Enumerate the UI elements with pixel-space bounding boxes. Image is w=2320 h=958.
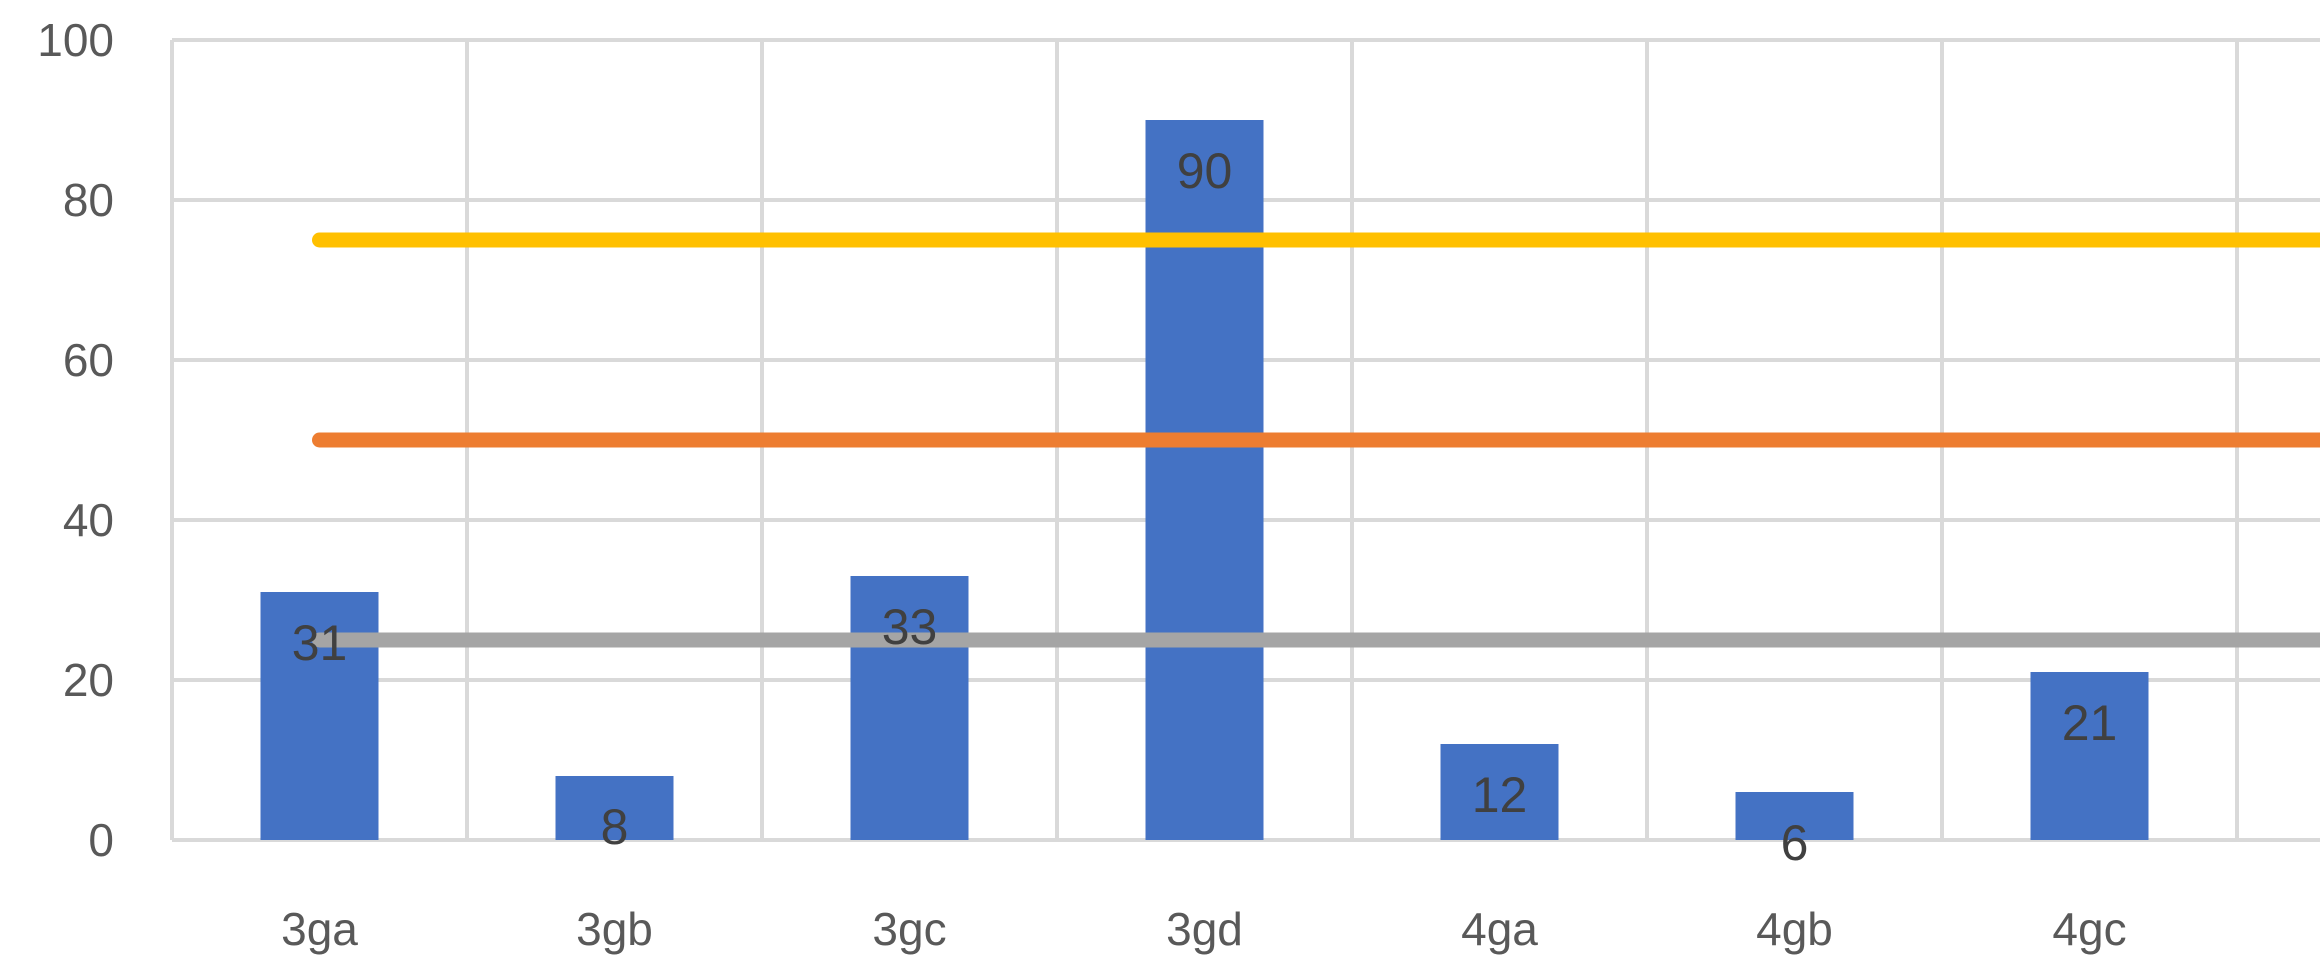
y-axis-ticks: 0 20 40 60 80 100 — [37, 14, 114, 866]
bar-4gb — [1735, 792, 1854, 840]
data-label-3gb: 8 — [601, 799, 629, 855]
data-label-4ga: 12 — [1472, 767, 1528, 823]
data-labels: 31833901262126 — [292, 143, 2118, 871]
data-label-3gd: 90 — [1177, 143, 1233, 199]
x-tick-label-4ga: 4ga — [1461, 903, 1538, 955]
y-tick-label-100: 100 — [37, 14, 114, 66]
data-label-3ga: 31 — [292, 615, 348, 671]
y-tick-label-80: 80 — [63, 174, 114, 226]
y-tick-label-60: 60 — [63, 334, 114, 386]
data-label-3gc: 33 — [882, 599, 938, 655]
data-label-4gc: 21 — [2062, 695, 2118, 751]
bar-3gd — [1145, 120, 1264, 840]
x-tick-label-4gc: 4gc — [2052, 903, 2126, 955]
reference-lines — [312, 232, 2320, 648]
x-tick-label-4gb: 4gb — [1756, 903, 1833, 955]
y-tick-label-40: 40 — [63, 494, 114, 546]
x-tick-label-3gd: 3gd — [1166, 903, 1243, 955]
bars-series — [260, 120, 2149, 840]
bar-3gc — [850, 576, 969, 840]
bar-4gc — [2030, 672, 2149, 840]
y-tick-label-20: 20 — [63, 654, 114, 706]
x-tick-label-3gb: 3gb — [576, 903, 653, 955]
x-axis-ticks: 3ga3gb3gc3gd4ga4gb4gc4gd — [281, 903, 2126, 955]
y-tick-label-0: 0 — [88, 814, 114, 866]
bar-3gb — [555, 776, 674, 840]
bar-4ga — [1440, 744, 1559, 840]
data-label-4gb: 6 — [1781, 815, 1809, 871]
x-tick-label-3ga: 3ga — [281, 903, 358, 955]
x-tick-label-3gc: 3gc — [872, 903, 946, 955]
